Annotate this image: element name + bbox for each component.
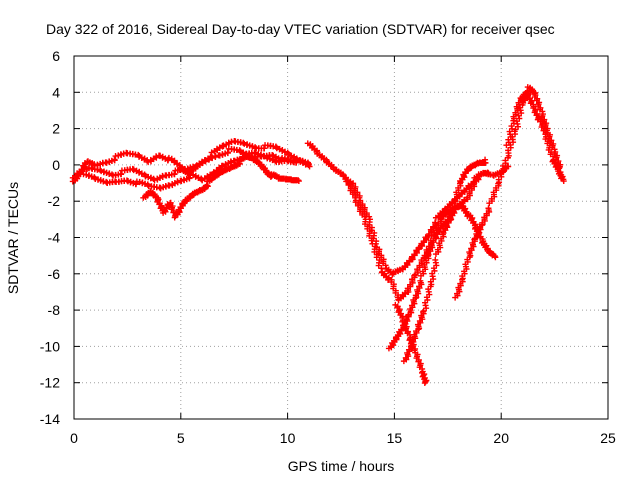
data-point bbox=[117, 170, 124, 177]
data-point bbox=[482, 156, 489, 163]
grid-layer bbox=[74, 56, 608, 419]
data-point bbox=[293, 159, 300, 166]
data-point bbox=[417, 277, 424, 284]
x-tick-label: 15 bbox=[387, 430, 403, 446]
y-tick-label: -14 bbox=[40, 411, 60, 427]
y-tick-label: 0 bbox=[52, 157, 60, 173]
y-tick-label: -10 bbox=[40, 338, 60, 354]
x-tick-label: 0 bbox=[70, 430, 78, 446]
ticks-layer: 0 5 10 15 20 25 -14 -12 -10 -8 -6 -4 -2 0 2 4 6 bbox=[40, 48, 616, 446]
data-point bbox=[485, 205, 492, 212]
x-tick-label: 20 bbox=[493, 430, 509, 446]
data-point bbox=[432, 219, 439, 226]
series-track-h bbox=[392, 301, 430, 387]
x-tick-label: 5 bbox=[177, 430, 185, 446]
data-point bbox=[305, 161, 312, 168]
x-tick-label: 10 bbox=[280, 430, 296, 446]
y-tick-label: -2 bbox=[48, 193, 61, 209]
y-tick-label: -4 bbox=[48, 230, 61, 246]
y-tick-label: -6 bbox=[48, 266, 61, 282]
data-point bbox=[560, 178, 567, 185]
chart-title: Day 322 of 2016, Sidereal Day-to-day VTE… bbox=[46, 21, 555, 37]
data-point bbox=[186, 174, 193, 181]
y-tick-label: -8 bbox=[48, 302, 61, 318]
data-point bbox=[240, 139, 247, 146]
data-point bbox=[304, 159, 311, 166]
data-point bbox=[295, 178, 302, 185]
data-point bbox=[470, 179, 477, 186]
data-point bbox=[368, 237, 375, 244]
data-point bbox=[111, 156, 118, 163]
points-layer bbox=[69, 84, 567, 387]
x-tick-label: 25 bbox=[600, 430, 616, 446]
data-point bbox=[432, 256, 439, 263]
y-tick-label: 4 bbox=[52, 84, 60, 100]
y-tick-label: 6 bbox=[52, 48, 60, 64]
y-axis-label: SDTVAR / TECUs bbox=[5, 182, 21, 294]
data-point bbox=[411, 272, 418, 279]
data-point bbox=[132, 181, 139, 188]
data-point bbox=[492, 254, 499, 261]
x-axis-label: GPS time / hours bbox=[288, 458, 395, 474]
y-tick-label: 2 bbox=[52, 121, 60, 137]
data-point bbox=[505, 163, 512, 170]
data-point bbox=[260, 145, 267, 152]
y-tick-label: -12 bbox=[40, 375, 60, 391]
series-track-d bbox=[140, 153, 302, 221]
data-point bbox=[224, 149, 231, 156]
data-point bbox=[422, 378, 429, 385]
data-point bbox=[252, 144, 259, 151]
data-point bbox=[97, 167, 104, 174]
data-point bbox=[171, 170, 178, 177]
series-track-k bbox=[503, 90, 567, 185]
